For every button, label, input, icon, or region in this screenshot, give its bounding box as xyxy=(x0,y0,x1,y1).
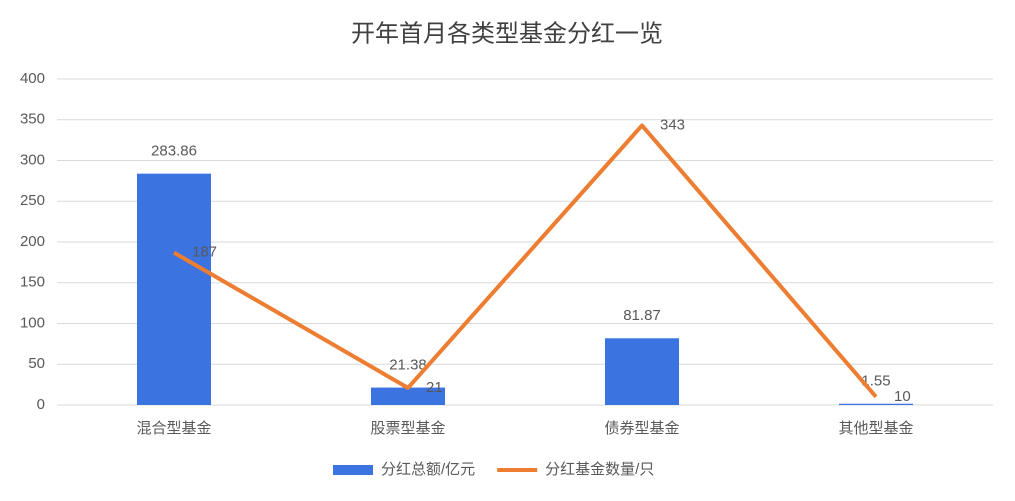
line-value-label: 343 xyxy=(660,116,685,133)
y-tick-label: 50 xyxy=(28,355,45,372)
y-tick-label: 400 xyxy=(20,70,45,87)
line-value-label: 21 xyxy=(426,379,443,396)
bar xyxy=(137,173,211,405)
y-tick-label: 300 xyxy=(20,151,45,168)
y-tick-label: 150 xyxy=(20,274,45,291)
y-tick-label: 200 xyxy=(20,233,45,250)
bar xyxy=(371,387,445,405)
chart-title: 开年首月各类型基金分红一览 xyxy=(351,20,663,47)
x-tick-label: 股票型基金 xyxy=(370,420,445,437)
x-tick-label: 其他型基金 xyxy=(838,420,913,437)
bar-value-label: 21.38 xyxy=(389,357,427,374)
x-tick-label: 债券型基金 xyxy=(604,420,679,437)
legend-swatch xyxy=(333,465,373,475)
line-value-label: 10 xyxy=(894,388,911,405)
bar xyxy=(605,338,679,405)
y-tick-label: 250 xyxy=(20,192,45,209)
x-tick-label: 混合型基金 xyxy=(136,420,211,437)
legend-label: 分红总额/亿元 xyxy=(381,461,475,478)
legend-label: 分红基金数量/只 xyxy=(545,461,654,478)
bar-value-label: 81.87 xyxy=(623,307,661,324)
y-tick-label: 350 xyxy=(20,111,45,128)
line xyxy=(172,123,878,399)
bar-value-label: 283.86 xyxy=(151,143,197,160)
y-tick-label: 0 xyxy=(37,396,45,413)
y-tick-label: 100 xyxy=(20,314,45,331)
bar xyxy=(839,403,913,405)
line-value-label: 187 xyxy=(192,244,217,261)
